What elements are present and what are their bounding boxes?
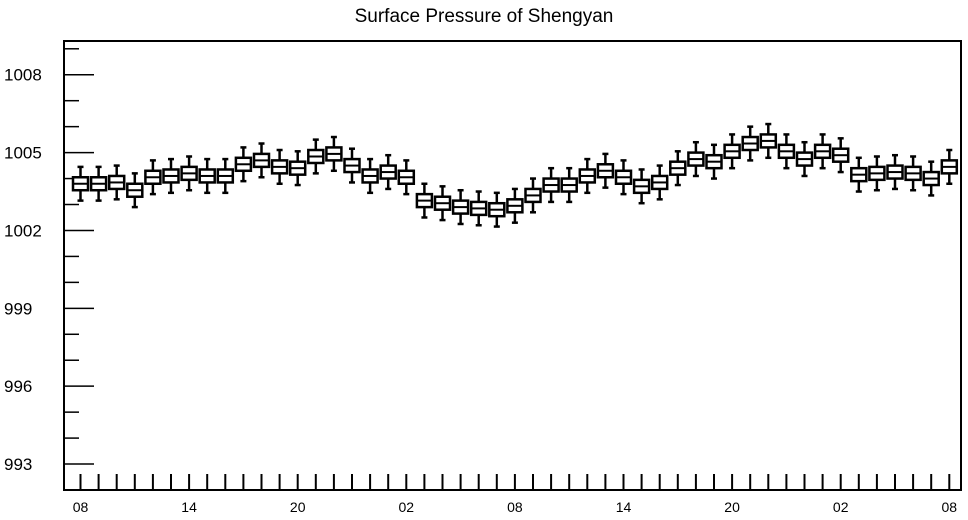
box [397,159,416,196]
box [252,142,271,179]
box [687,140,705,178]
y-axis: 993 996 999 1002 1005 1008 [4,48,94,491]
box [126,172,144,209]
box [433,185,452,222]
y-tick-label: 1008 [4,66,42,85]
box [343,147,361,184]
box [795,140,814,178]
x-tick-label: 02 [399,499,415,515]
box [578,157,597,195]
box [451,188,470,226]
box [759,122,778,160]
box [705,143,723,180]
box [488,191,506,228]
box [524,177,542,214]
y-tick-label: 993 [4,455,32,474]
box [632,168,651,205]
x-tick-label: 08 [73,499,89,515]
y-tick-label: 1005 [4,144,42,163]
box [669,150,687,187]
box [71,165,90,202]
box [813,133,832,170]
x-tick-label: 08 [507,499,523,515]
x-tick-label: 02 [833,499,849,515]
box [325,135,343,173]
box [415,182,434,219]
box [850,156,868,193]
box-series [71,122,959,228]
box [270,148,289,185]
x-tick-label: 14 [181,499,197,515]
box [307,138,325,175]
chart-title: Surface Pressure of Shengyan [355,6,614,27]
box [831,137,850,174]
box [107,164,126,201]
box [723,133,741,170]
box [777,133,796,170]
box [868,155,886,192]
box [886,153,904,191]
box [379,153,397,191]
y-tick-label: 996 [4,377,32,396]
x-tick-label: 14 [616,499,632,515]
box [542,166,560,204]
box [361,157,379,195]
box [144,159,162,196]
box [469,190,488,227]
box [596,152,615,189]
box [922,160,940,197]
box [940,148,959,185]
box [216,157,235,195]
box [234,146,253,183]
plot-frame [63,40,962,491]
box [162,157,180,195]
box [89,165,108,202]
box [614,159,633,196]
y-tick-label: 1002 [4,221,42,240]
box [560,166,578,204]
box [288,150,307,187]
x-tick-label: 08 [942,499,958,515]
box [180,155,198,192]
x-tick-label: 20 [724,499,740,515]
x-axis: 08 14 20 02 08 14 20 02 08 [73,474,958,515]
box [741,125,759,162]
box [904,155,922,192]
y-tick-label: 999 [4,299,32,318]
x-tick-label: 20 [290,499,306,515]
box [198,157,216,195]
box [506,187,524,224]
box [650,164,669,201]
